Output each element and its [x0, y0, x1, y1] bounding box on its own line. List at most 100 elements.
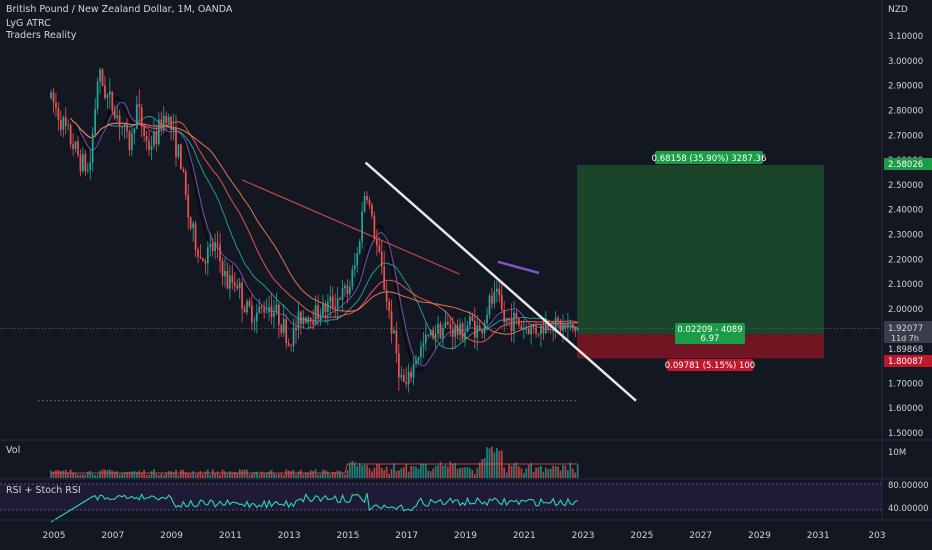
- rsi-line: [50, 493, 578, 523]
- center-label-line1: 0.02209 - 4089: [677, 325, 742, 335]
- volume-bar: [77, 474, 79, 478]
- last-price-tag: 1.92077 11d 7h: [884, 321, 932, 343]
- volume-bar: [72, 472, 74, 478]
- candle-body: [444, 321, 447, 328]
- volume-bar: [194, 474, 197, 478]
- candle-body: [469, 316, 471, 326]
- time-tick-label: 2011: [219, 531, 242, 541]
- candle-body: [324, 303, 327, 313]
- volume-bar: [55, 470, 57, 478]
- volume-bar: [535, 467, 537, 478]
- volume-bar: [322, 469, 324, 478]
- volume-pane-label[interactable]: Vol: [6, 445, 21, 456]
- candle-body: [187, 195, 190, 218]
- volume-bar: [160, 473, 163, 478]
- volume-bar: [363, 464, 366, 478]
- candle-body: [371, 204, 373, 216]
- volume-bar: [571, 468, 574, 478]
- entry-price-text: 1.89868: [888, 345, 923, 355]
- candle-body: [449, 324, 452, 330]
- candle-body: [104, 85, 106, 98]
- candle-body: [412, 364, 415, 378]
- candle-body: [427, 334, 430, 336]
- chart-title[interactable]: British Pound / New Zealand Dollar, 1M, …: [6, 4, 233, 15]
- price-candles[interactable]: [50, 67, 579, 393]
- candle-body: [113, 110, 116, 118]
- candle-body: [180, 144, 182, 170]
- volume-bar: [216, 471, 219, 478]
- volume-bar: [236, 472, 239, 478]
- candle-body: [339, 298, 341, 300]
- candle-body: [420, 346, 422, 358]
- candle-body: [434, 333, 437, 339]
- candle-body: [574, 327, 577, 332]
- candle-body: [540, 325, 542, 335]
- time-tick-label: 2009: [160, 531, 183, 541]
- volume-bar: [187, 472, 190, 478]
- candle-body: [569, 323, 572, 325]
- rsi-pane[interactable]: [0, 483, 882, 523]
- target-price-text: 2.58026: [888, 160, 923, 170]
- candle-body: [280, 324, 283, 333]
- volume-bar: [270, 469, 273, 478]
- candle-body: [202, 258, 204, 262]
- volume-bar: [415, 466, 417, 478]
- volume-bar: [86, 471, 89, 478]
- volume-bar: [69, 469, 72, 478]
- time-tick-label: 2025: [630, 531, 653, 541]
- indicator-lyg-atrc[interactable]: LyG ATRC: [6, 18, 51, 29]
- volume-bar: [542, 471, 545, 478]
- center-label-line2: 6.97: [701, 334, 720, 344]
- candle-body: [211, 243, 214, 252]
- volume-bar: [422, 464, 425, 478]
- volume-bar: [111, 470, 114, 478]
- candle-body: [353, 265, 356, 270]
- center-label[interactable]: 0.02209 - 4089 6.97: [675, 323, 745, 344]
- volume-bar: [94, 474, 97, 478]
- candle-body: [123, 123, 126, 127]
- volume-bar: [89, 470, 92, 478]
- ma-orange: [70, 117, 578, 335]
- candle-body: [287, 343, 290, 346]
- candle-body: [459, 323, 461, 335]
- volume-bar: [378, 463, 381, 478]
- candle-body: [522, 328, 525, 330]
- candle-body: [495, 288, 498, 292]
- price-tick-label: 2.20000: [888, 255, 923, 265]
- volume-bar: [302, 474, 305, 478]
- stop-label[interactable]: 0.09781 (5.15%) 100: [665, 359, 755, 371]
- position-tool[interactable]: [0, 164, 882, 402]
- volume-bar: [138, 470, 141, 478]
- volume-bar: [243, 469, 246, 478]
- volume-pane[interactable]: [50, 446, 579, 478]
- volume-bar: [390, 469, 393, 478]
- candle-body: [297, 311, 300, 331]
- volume-bar: [260, 471, 263, 478]
- candle-body: [576, 328, 579, 332]
- indicator-traders-reality[interactable]: Traders Reality: [6, 30, 77, 41]
- volume-bar: [206, 469, 209, 478]
- candle-body: [503, 310, 506, 323]
- volume-bar: [361, 465, 363, 478]
- target-label[interactable]: 0.68158 (35.90%) 3287.36: [652, 151, 767, 164]
- volume-bar: [459, 467, 461, 478]
- candle-body: [189, 217, 192, 229]
- candle-body: [410, 371, 412, 378]
- candle-body: [415, 360, 417, 365]
- candle-body: [133, 128, 136, 134]
- volume-bar: [113, 471, 116, 478]
- volume-bar: [447, 466, 449, 478]
- volume-bar: [153, 469, 155, 478]
- time-tick-label: 2015: [336, 531, 359, 541]
- volume-bar: [199, 471, 202, 478]
- volume-bar: [366, 465, 368, 478]
- candle-body: [172, 127, 175, 131]
- candle-body: [111, 91, 114, 111]
- volume-bar: [549, 468, 552, 478]
- candle-body: [74, 141, 77, 150]
- candle-body: [390, 311, 393, 334]
- time-tick-label: 203: [868, 531, 885, 541]
- trendlines[interactable]: [241, 161, 637, 402]
- rsi-pane-label[interactable]: RSI + Stoch RSI: [6, 485, 81, 496]
